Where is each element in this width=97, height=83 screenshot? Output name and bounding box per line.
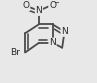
Text: N: N — [61, 27, 68, 36]
Text: O: O — [49, 1, 56, 10]
Text: N: N — [49, 38, 56, 47]
Text: Br: Br — [10, 48, 20, 57]
Text: −: − — [53, 0, 59, 6]
Text: O: O — [23, 1, 29, 10]
Text: N: N — [36, 6, 42, 15]
